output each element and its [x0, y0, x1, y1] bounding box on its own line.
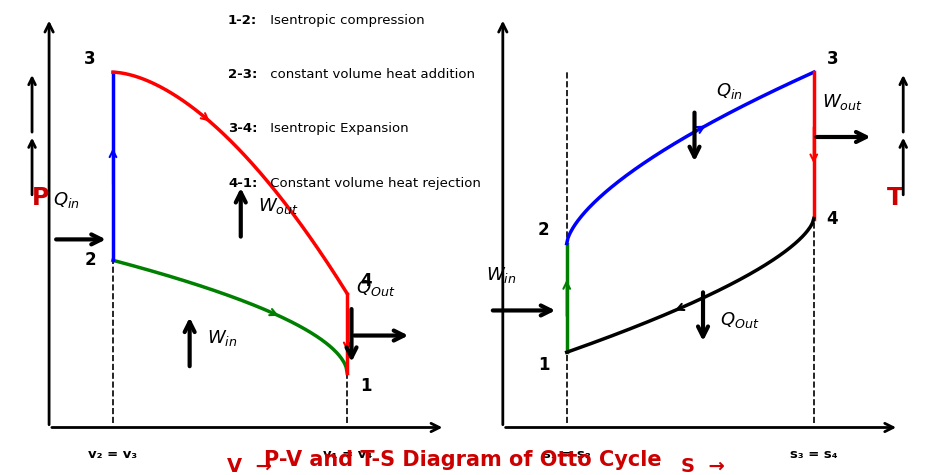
Text: $\mathbf{\it{Q}}_{Out}$: $\mathbf{\it{Q}}_{Out}$	[356, 278, 395, 298]
Text: $\mathbf{\it{Q}}_{Out}$: $\mathbf{\it{Q}}_{Out}$	[720, 311, 759, 331]
Text: 3: 3	[84, 50, 96, 68]
Text: $\mathbf{\it{W}}_{in}$: $\mathbf{\it{W}}_{in}$	[206, 328, 237, 348]
Text: constant volume heat addition: constant volume heat addition	[267, 68, 475, 81]
Text: Isentropic Expansion: Isentropic Expansion	[267, 123, 409, 135]
Text: 3-4:: 3-4:	[228, 123, 257, 135]
Text: Constant volume heat rejection: Constant volume heat rejection	[267, 177, 482, 190]
Text: 1-2:: 1-2:	[228, 14, 257, 27]
Text: 1: 1	[538, 356, 550, 374]
Text: 2: 2	[538, 221, 550, 239]
Text: 4: 4	[827, 209, 838, 228]
Text: 2: 2	[84, 251, 96, 269]
Text: s₁ = s₂: s₁ = s₂	[543, 448, 591, 461]
Text: $\mathbf{\it{Q}}_{in}$: $\mathbf{\it{Q}}_{in}$	[716, 81, 743, 102]
Text: 1: 1	[360, 377, 371, 395]
Text: P-V and T-S Diagram of Otto Cycle: P-V and T-S Diagram of Otto Cycle	[264, 450, 662, 470]
Text: S  →: S →	[682, 457, 725, 475]
Text: $\mathbf{\it{W}}_{out}$: $\mathbf{\it{W}}_{out}$	[257, 196, 299, 216]
Text: s₃ = s₄: s₃ = s₄	[790, 448, 838, 461]
Text: V  →: V →	[227, 457, 271, 475]
Text: 3: 3	[827, 50, 838, 68]
Text: Isentropic compression: Isentropic compression	[267, 14, 425, 27]
Text: $\mathbf{\it{Q}}_{in}$: $\mathbf{\it{Q}}_{in}$	[54, 190, 81, 210]
Text: 2-3:: 2-3:	[228, 68, 257, 81]
Text: 4: 4	[360, 272, 371, 290]
Text: 4-1:: 4-1:	[228, 177, 257, 190]
Text: T: T	[887, 186, 903, 209]
Text: P: P	[32, 186, 49, 209]
Text: $\mathbf{\it{W}}_{out}$: $\mathbf{\it{W}}_{out}$	[822, 92, 863, 112]
Text: $\mathbf{\it{W}}_{in}$: $\mathbf{\it{W}}_{in}$	[486, 266, 517, 285]
Text: v₁ = v₄: v₁ = v₄	[322, 448, 372, 461]
Text: v₂ = v₃: v₂ = v₃	[88, 448, 138, 461]
